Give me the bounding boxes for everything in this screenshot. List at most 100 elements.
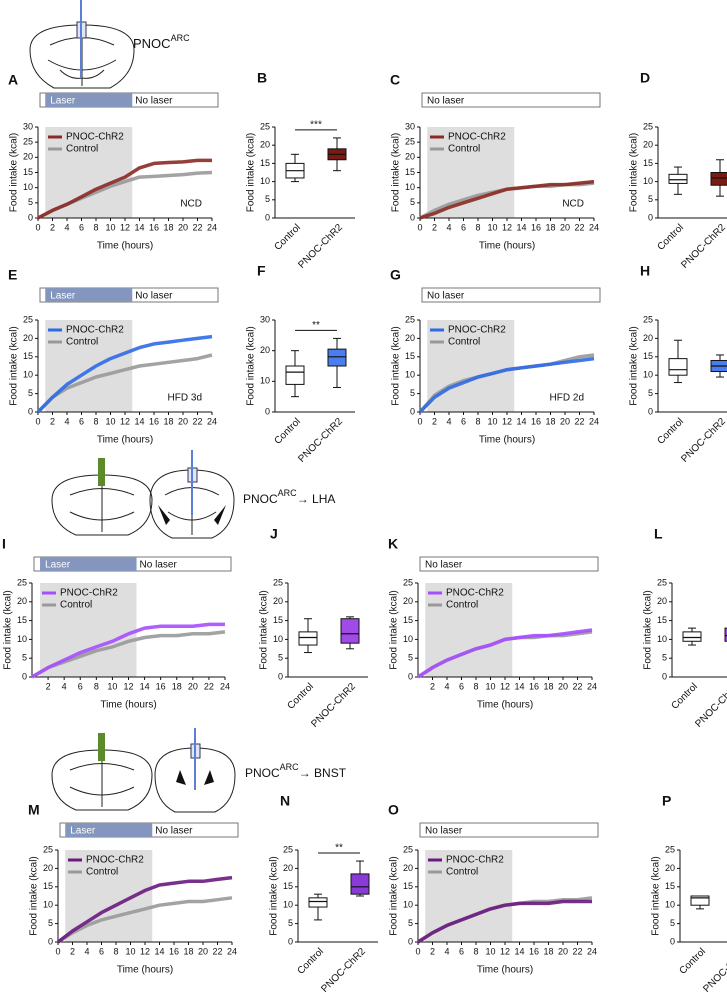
legend-label: PNOC-ChR2 xyxy=(86,855,144,866)
x-tick-label: Control xyxy=(295,946,326,977)
y-tick-label: 20 xyxy=(260,345,270,355)
y-tick-label: 15 xyxy=(657,615,667,625)
x-tick-label: 12 xyxy=(140,946,150,956)
legend-label: Control xyxy=(86,867,118,878)
y-tick-label: 25 xyxy=(17,577,27,587)
series-line xyxy=(57,896,233,944)
y-tick-label: 5 xyxy=(288,918,293,928)
box xyxy=(724,627,727,642)
legend-label: PNOC-ChR2 xyxy=(448,325,506,336)
y-tick-label: 0 xyxy=(410,406,415,416)
y-tick-label: 10 xyxy=(260,376,270,386)
x-tick-label: 18 xyxy=(543,681,553,691)
x-tick-label: 8 xyxy=(475,416,480,426)
y-tick-label: 5 xyxy=(278,653,283,663)
y-tick-label: 20 xyxy=(405,152,415,162)
panel-label: B xyxy=(257,70,267,86)
x-axis-label: Time (hours) xyxy=(479,241,535,252)
panel-label: E xyxy=(8,267,17,283)
x-tick-label: 14 xyxy=(140,681,150,691)
y-axis-label: Food intake (kcal) xyxy=(643,590,654,669)
series-line xyxy=(36,334,213,414)
header-sup: ARC xyxy=(278,488,298,498)
y-tick-label: 5 xyxy=(648,194,653,204)
x-tick-label: Control xyxy=(669,681,700,712)
y-tick-label: 10 xyxy=(665,900,675,910)
series-line xyxy=(56,875,233,944)
legend-label: Control xyxy=(60,600,92,611)
no-laser-label: No laser xyxy=(155,826,193,837)
x-tick-label: 12 xyxy=(120,222,130,232)
shaded-period xyxy=(45,127,133,218)
box xyxy=(668,173,688,184)
laser-on xyxy=(45,288,133,302)
x-axis-label: Time (hours) xyxy=(97,435,153,446)
x-axis-label: Time (hours) xyxy=(477,700,533,711)
x-tick-label: 4 xyxy=(62,681,67,691)
laser-on xyxy=(65,823,153,837)
y-tick-label: 5 xyxy=(662,653,667,663)
x-tick-label: PNOC-ChR2 xyxy=(319,946,368,995)
x-tick-label: 14 xyxy=(514,681,524,691)
series-line xyxy=(36,353,213,414)
x-tick-label: 22 xyxy=(204,681,214,691)
y-tick-label: 5 xyxy=(265,194,270,204)
x-tick-label: 0 xyxy=(35,416,40,426)
y-axis-label: Food intake (kcal) xyxy=(3,590,14,669)
y-tick-label: 5 xyxy=(408,653,413,663)
x-tick-label: 12 xyxy=(502,416,512,426)
legend-label: Control xyxy=(448,144,480,155)
y-tick-label: 25 xyxy=(260,121,270,131)
box xyxy=(327,348,347,367)
x-tick-label: 4 xyxy=(444,681,449,691)
y-tick-label: 0 xyxy=(662,671,667,681)
x-tick-label: PNOC-ChR2 xyxy=(296,222,345,271)
x-tick-label: 8 xyxy=(93,416,98,426)
diet-label: NCD xyxy=(562,199,584,210)
x-tick-label: 8 xyxy=(473,946,478,956)
x-tick-label: PNOC-ChR2 xyxy=(679,222,727,271)
y-tick-label: 15 xyxy=(403,881,413,891)
y-tick-label: 25 xyxy=(405,137,415,147)
x-tick-label: 24 xyxy=(207,416,217,426)
header: PNOCARC xyxy=(133,33,190,51)
x-tick-label: 14 xyxy=(514,946,524,956)
y-tick-label: 5 xyxy=(648,388,653,398)
series-line xyxy=(418,356,595,414)
y-tick-label: 5 xyxy=(28,197,33,207)
panel-label: H xyxy=(640,263,650,279)
legend-label: Control xyxy=(448,337,480,348)
y-tick-label: 15 xyxy=(405,167,415,177)
header-sup: ARC xyxy=(171,33,191,43)
header-text: PNOC xyxy=(245,766,280,780)
x-tick-label: 6 xyxy=(461,416,466,426)
x-tick-label: 4 xyxy=(64,222,69,232)
x-tick-label: Control xyxy=(272,416,303,447)
y-tick-label: 10 xyxy=(273,634,283,644)
y-tick-label: 15 xyxy=(17,615,27,625)
x-tick-label: 16 xyxy=(531,222,541,232)
y-tick-label: 25 xyxy=(403,844,413,854)
header-text: PNOC xyxy=(133,36,171,51)
x-tick-label: 6 xyxy=(79,416,84,426)
x-tick-label: 10 xyxy=(485,946,495,956)
y-tick-label: 10 xyxy=(260,176,270,186)
y-tick-label: 15 xyxy=(405,351,415,361)
x-axis-label: Time (hours) xyxy=(117,965,173,976)
x-tick-label: PNOC-ChR2 xyxy=(679,416,727,465)
x-tick-label: 8 xyxy=(113,946,118,956)
y-axis-label: Food intake (kcal) xyxy=(246,133,257,212)
y-tick-label: 15 xyxy=(283,881,293,891)
y-tick-label: 25 xyxy=(405,314,415,324)
x-tick-label: 24 xyxy=(220,681,230,691)
laser-label: Laser xyxy=(50,96,76,107)
y-tick-label: 15 xyxy=(273,615,283,625)
panel-label: P xyxy=(662,793,671,809)
x-tick-label: 24 xyxy=(587,681,597,691)
y-tick-label: 20 xyxy=(23,333,33,343)
x-tick-label: 24 xyxy=(587,946,597,956)
x-tick-label: 4 xyxy=(446,416,451,426)
